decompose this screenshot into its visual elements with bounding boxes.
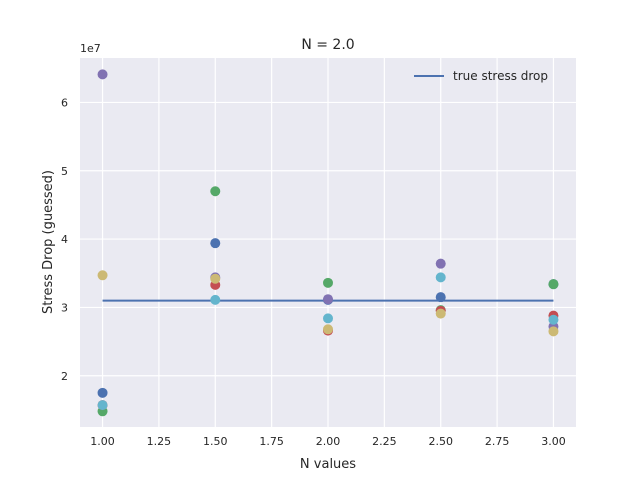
y-tick-label: 2 (61, 370, 68, 383)
x-tick-label: 2.00 (316, 435, 341, 448)
data-point (435, 272, 446, 283)
data-point (435, 258, 446, 269)
x-tick-label: 1.00 (90, 435, 115, 448)
data-point (97, 270, 108, 281)
data-point (548, 326, 559, 337)
y-axis-label: Stress Drop (guessed) (41, 170, 56, 314)
chart-title: N = 2.0 (301, 37, 354, 53)
x-tick-label: 2.50 (428, 435, 453, 448)
data-point (97, 387, 108, 398)
y-tick-label: 5 (61, 165, 68, 178)
y-tick-label: 4 (61, 233, 68, 246)
x-tick-label: 2.25 (372, 435, 397, 448)
data-point (210, 273, 221, 284)
x-tick-label: 3.00 (541, 435, 566, 448)
data-point (435, 308, 446, 319)
data-point (323, 313, 333, 324)
data-point (323, 277, 333, 288)
y-scale-label: 1e7 (80, 42, 101, 55)
data-point (435, 292, 446, 303)
x-tick-label: 1.50 (203, 435, 228, 448)
data-point (210, 186, 221, 197)
x-tick-label: 1.75 (259, 435, 284, 448)
data-point (210, 294, 221, 305)
x-tick-label: 1.25 (147, 435, 172, 448)
x-axis-label: N values (300, 457, 356, 472)
x-tick-label: 2.75 (485, 435, 510, 448)
tick-layer: 1.00 1.25 1.50 1.75 2.00 2.25 2.50 2.75 3.00 2 3 4 5… (61, 96, 566, 448)
point-layer (97, 69, 559, 417)
y-tick-label: 3 (61, 301, 68, 314)
data-point (323, 294, 333, 305)
data-point (97, 400, 108, 411)
data-point (548, 279, 559, 290)
data-point (97, 69, 108, 80)
y-tick-label: 6 (61, 96, 68, 109)
data-point (210, 238, 221, 249)
data-point (323, 324, 333, 335)
legend-label: true stress drop (453, 69, 548, 83)
legend: true stress drop (414, 69, 548, 83)
data-point (548, 314, 559, 325)
